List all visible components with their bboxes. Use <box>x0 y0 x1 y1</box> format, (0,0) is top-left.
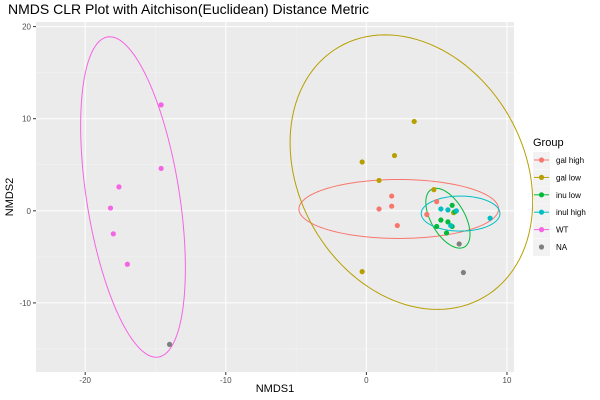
data-point-inu-low <box>449 202 455 208</box>
data-point-wt <box>110 231 116 237</box>
data-point-gal-high <box>394 222 400 229</box>
data-point-inu-low <box>445 219 451 225</box>
data-point-gal-low <box>376 177 382 184</box>
x-tick-label: -10 <box>220 376 232 385</box>
legend: Group gal high gal low inu low inul high WT N… <box>533 137 586 256</box>
chart-title: NMDS CLR Plot with Aitchison(Euclidean) … <box>8 1 369 17</box>
data-point-inu-low <box>434 223 440 230</box>
legend-key-point <box>538 244 545 250</box>
legend-label-wt: WT <box>556 226 569 235</box>
legend-key-point <box>538 174 545 180</box>
plot-panel <box>36 22 514 372</box>
data-point-wt <box>107 205 114 211</box>
grid <box>36 22 514 372</box>
data-point-inu-low <box>443 230 450 236</box>
ellipse-inul-high <box>420 195 501 232</box>
data-point-gal-low <box>391 152 398 159</box>
ellipse-gal-low <box>289 34 534 310</box>
data-point-wt <box>124 261 130 267</box>
data-point-gal-low <box>359 269 365 275</box>
data-point-gal-high <box>389 193 395 199</box>
data-point-gal-high <box>376 206 382 212</box>
legend-key-point <box>538 192 545 198</box>
y-tick-label: -10 <box>19 299 31 308</box>
data-point-wt <box>116 184 122 190</box>
data-point-wt <box>158 165 164 172</box>
legend-key-point <box>538 209 545 215</box>
data-point-gal-high <box>434 199 440 205</box>
data-point-inul-high <box>438 206 444 212</box>
data-point-na <box>460 269 466 276</box>
data-point-inul-high <box>487 215 493 221</box>
x-axis-title: NMDS1 <box>256 383 295 395</box>
legend-label-na: NA <box>556 243 568 252</box>
x-ticks: -20 -10 0 10 <box>79 372 512 385</box>
ellipses <box>80 34 534 358</box>
legend-label-gal-low: gal low <box>556 173 581 182</box>
y-tick-label: 0 <box>27 207 32 216</box>
data-point-na <box>456 241 462 247</box>
data-point-gal-low <box>431 187 437 193</box>
data-point-gal-low <box>359 159 365 165</box>
data-point-gal-low <box>411 118 417 125</box>
x-tick-label: 0 <box>364 376 369 385</box>
data-point-inul-high <box>445 207 451 213</box>
legend-label-inu-low: inu low <box>556 191 581 200</box>
y-tick-label: 10 <box>22 115 31 124</box>
data-point-inu-low <box>438 217 444 223</box>
points <box>107 102 493 347</box>
y-ticks: -10 0 10 20 <box>19 23 36 308</box>
ellipse-gal-high <box>298 178 500 239</box>
legend-label-gal-high: gal high <box>556 156 584 165</box>
legend-label-inul-high: inul high <box>556 208 586 217</box>
y-axis-title: NMDS2 <box>4 178 16 217</box>
legend-title: Group <box>533 137 564 149</box>
legend-key-point <box>538 157 545 163</box>
data-point-wt <box>158 102 164 108</box>
x-tick-label: 10 <box>503 376 512 385</box>
data-point-inul-high <box>448 222 454 229</box>
ellipse-wt <box>80 36 186 358</box>
data-point-gal-high <box>389 203 395 209</box>
data-point-inul-high <box>453 208 459 214</box>
y-tick-label: 20 <box>22 23 31 32</box>
data-point-na <box>166 341 173 347</box>
x-tick-label: -20 <box>79 376 91 385</box>
data-point-gal-high <box>424 211 430 218</box>
legend-key-point <box>538 227 545 233</box>
